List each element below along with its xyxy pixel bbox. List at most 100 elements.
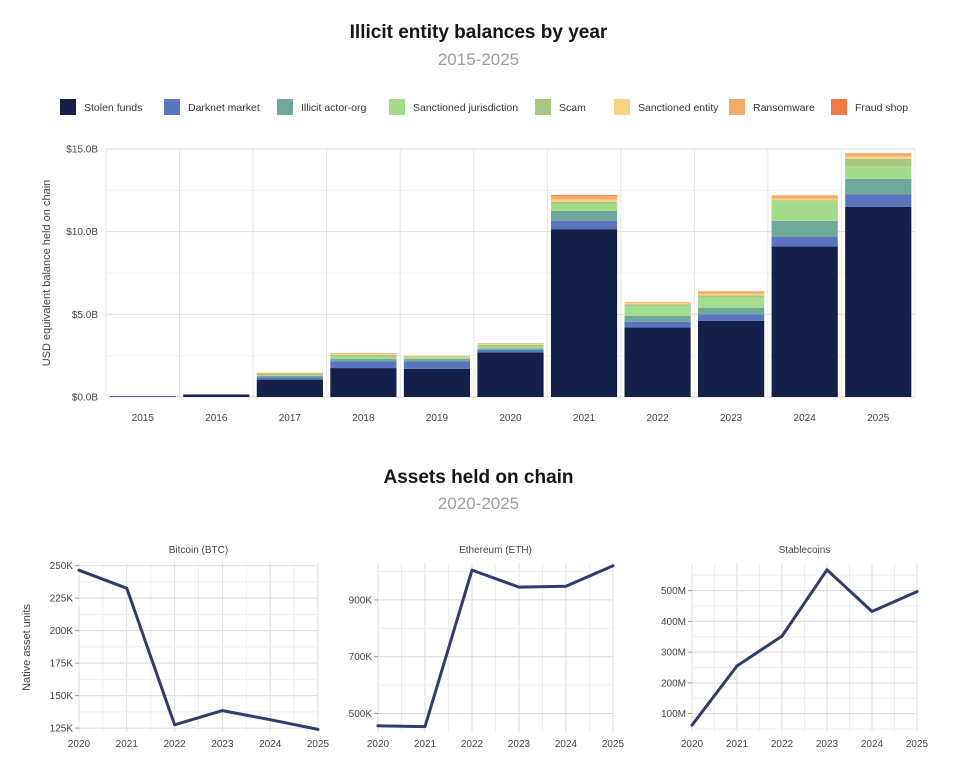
bar-sanctioned-entity-2024 bbox=[771, 198, 838, 201]
bar-sanctioned-entity-2022 bbox=[624, 302, 691, 305]
y-tick-label: 500K bbox=[349, 709, 373, 720]
bar-sanctioned-entity-2025 bbox=[845, 156, 912, 159]
bar-ransomware-2023 bbox=[698, 291, 765, 294]
legend-swatch bbox=[277, 99, 293, 115]
legend-label: Stolen funds bbox=[84, 102, 142, 114]
x-tick-label: 2022 bbox=[163, 739, 186, 750]
y-tick-label: 300M bbox=[661, 648, 686, 659]
y-tick-label: 200M bbox=[661, 678, 686, 689]
y-tick-label: $0.0B bbox=[72, 393, 98, 404]
bar-ransomware-2018 bbox=[330, 353, 397, 355]
bar-sanctioned-jurisdiction-2023 bbox=[698, 297, 765, 308]
y-tick-label: $10.0B bbox=[66, 227, 98, 238]
bar-stolen-funds-2019 bbox=[403, 368, 471, 397]
bar-sanctioned-jurisdiction-2022 bbox=[624, 306, 691, 316]
line-chart-btc: Bitcoin (BTC) 2020 2021 2022 2023 2024 2025 125… bbox=[21, 545, 330, 750]
bar-sanctioned-entity-2020 bbox=[477, 344, 544, 345]
y-tick-label: 250K bbox=[50, 561, 74, 572]
bar-darknet-market-2019 bbox=[403, 361, 471, 369]
panel-title: Stablecoins bbox=[779, 545, 831, 556]
x-tick-label: 2020 bbox=[367, 739, 390, 750]
bar-illicit-actor-org-2022 bbox=[624, 315, 691, 322]
x-tick-label: 2018 bbox=[352, 413, 375, 424]
x-tick-label: 2022 bbox=[461, 739, 484, 750]
bar-illicit-actor-org-2023 bbox=[698, 307, 765, 315]
x-tick-label: 2025 bbox=[307, 739, 330, 750]
bar-darknet-market-2015 bbox=[109, 396, 176, 397]
legend-swatch bbox=[614, 99, 630, 115]
x-tick-label: 2025 bbox=[906, 739, 929, 750]
y-tick-label: 175K bbox=[50, 659, 74, 670]
bar-darknet-market-2024 bbox=[771, 236, 838, 247]
bar-stolen-funds-2025 bbox=[845, 206, 912, 397]
bar-sanctioned-jurisdiction-2017 bbox=[256, 375, 323, 377]
bar-scam-2018 bbox=[330, 354, 397, 357]
x-tick-label: 2024 bbox=[555, 739, 578, 750]
bar-illicit-actor-org-2017 bbox=[256, 376, 323, 378]
panel-title: Bitcoin (BTC) bbox=[169, 545, 228, 556]
bar-ransomware-2019 bbox=[403, 355, 471, 357]
line-chart-eth: Ethereum (ETH) 2020 2021 2022 2023 2024 2025 50… bbox=[349, 545, 625, 750]
bar-illicit-actor-org-2025 bbox=[845, 178, 912, 195]
bar-scam-2017 bbox=[256, 373, 323, 376]
bar-ransomware-2021 bbox=[550, 196, 618, 200]
chart-subtitle-assets: 2020-2025 bbox=[437, 494, 520, 513]
x-tick-label: 2023 bbox=[720, 413, 743, 424]
y-tick-label: 900K bbox=[349, 595, 373, 606]
bar-sanctioned-entity-2019 bbox=[403, 356, 471, 357]
bar-scam-2024 bbox=[771, 200, 838, 202]
bar-sanctioned-jurisdiction-2021 bbox=[550, 203, 618, 211]
y-tick-label: 125K bbox=[50, 724, 74, 735]
bar-fraud-shop-2021 bbox=[550, 194, 618, 197]
series-line bbox=[376, 564, 615, 729]
legend-label: Scam bbox=[559, 102, 586, 114]
bar-darknet-market-2025 bbox=[845, 194, 912, 207]
legend-label: Sanctioned jurisdiction bbox=[413, 102, 518, 114]
x-tick-label: 2020 bbox=[681, 739, 704, 750]
legend-label: Fraud shop bbox=[855, 102, 908, 114]
y-tick-label: 700K bbox=[349, 652, 373, 663]
bar-stolen-funds-2020 bbox=[477, 352, 544, 397]
stacked-bar-chart: Stolen funds Darknet market Illicit actor-… bbox=[41, 99, 916, 424]
legend-swatch bbox=[389, 99, 405, 115]
bar-illicit-actor-org-2021 bbox=[550, 211, 618, 221]
series-line bbox=[77, 568, 320, 731]
x-tick-label: 2023 bbox=[211, 739, 234, 750]
legend-item-sanctioned-entity: Sanctioned entity bbox=[614, 99, 719, 115]
bar-stolen-funds-2022 bbox=[624, 327, 691, 397]
bar-sanctioned-jurisdiction-2018 bbox=[330, 356, 397, 359]
x-tick-label: 2021 bbox=[726, 739, 749, 750]
legend-swatch bbox=[535, 99, 551, 115]
bar-stolen-funds-2023 bbox=[698, 320, 765, 397]
legend-label: Ransomware bbox=[753, 102, 815, 114]
legend-label: Illicit actor-org bbox=[301, 102, 367, 114]
legend-item-illicit-actor-org: Illicit actor-org bbox=[277, 99, 367, 115]
bar-sanctioned-entity-2023 bbox=[698, 293, 765, 296]
x-tick-label: 2025 bbox=[602, 739, 625, 750]
bar-darknet-market-2022 bbox=[624, 321, 691, 328]
x-tick-label: 2019 bbox=[426, 413, 449, 424]
bar-darknet-market-2016 bbox=[183, 394, 250, 395]
legend-item-scam: Scam bbox=[535, 99, 586, 115]
bar-sanctioned-jurisdiction-2019 bbox=[403, 357, 471, 359]
bar-darknet-market-2020 bbox=[477, 349, 544, 353]
bar-darknet-market-2021 bbox=[550, 220, 618, 230]
y-tick-label: $5.0B bbox=[72, 310, 98, 321]
x-tick-label: 2021 bbox=[573, 413, 596, 424]
y-axis-title: USD equivalent balance held on chain bbox=[41, 180, 53, 367]
legend-item-sanctioned-jurisdiction: Sanctioned jurisdiction bbox=[389, 99, 518, 115]
y-axis-title: Native asset units bbox=[21, 604, 33, 691]
bar-stolen-funds-2018 bbox=[330, 368, 397, 397]
bar-illicit-actor-org-2018 bbox=[330, 358, 397, 362]
x-tick-label: 2024 bbox=[794, 413, 817, 424]
x-tick-label: 2022 bbox=[771, 739, 794, 750]
y-tick-label: 225K bbox=[50, 594, 74, 605]
x-tick-label: 2022 bbox=[646, 413, 669, 424]
y-tick-label: $15.0B bbox=[66, 145, 98, 156]
bar-scam-2022 bbox=[624, 304, 691, 307]
bar-stolen-funds-2024 bbox=[771, 246, 838, 397]
y-tick-label: 400M bbox=[661, 617, 686, 628]
x-tick-label: 2024 bbox=[861, 739, 884, 750]
x-tick-label: 2021 bbox=[414, 739, 437, 750]
bar-darknet-market-2017 bbox=[256, 377, 323, 380]
